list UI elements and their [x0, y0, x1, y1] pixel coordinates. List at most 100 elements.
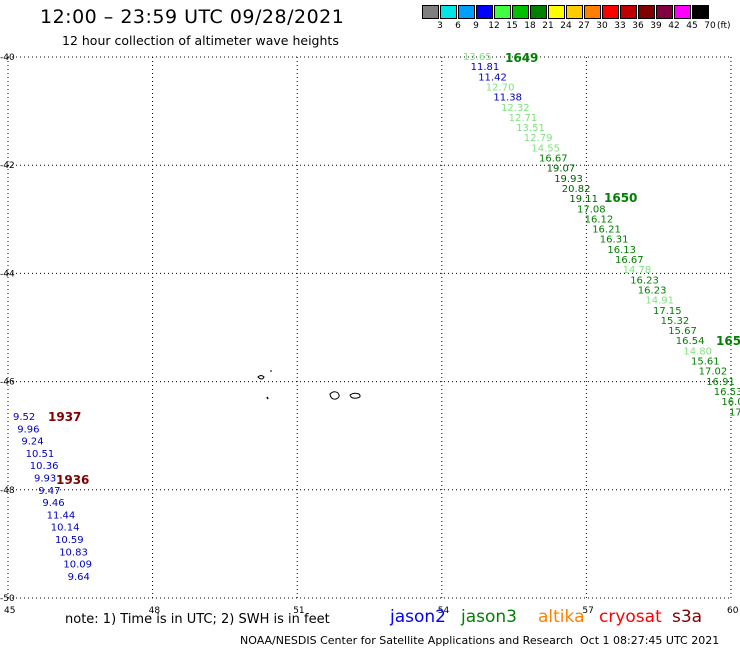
legend-label: 33 [614, 21, 626, 31]
pass-time-labels: 1937 1649 1936 1650 165 [48, 51, 740, 487]
y-tick-label: -46 [0, 378, 15, 388]
swh-value: 15.67 [668, 326, 697, 337]
island-outline [266, 396, 269, 400]
swh-value: 9.64 [68, 572, 90, 583]
swh-value: 19.07 [547, 164, 576, 175]
legend-label: 12 [488, 21, 500, 31]
legend-label: 6 [455, 21, 461, 31]
legend-label: 45 [686, 21, 698, 31]
swh-value: 9.46 [42, 498, 64, 509]
swh-value: 13.51 [516, 123, 545, 134]
legend-swatch [512, 5, 529, 19]
footer-note: note: 1) Time is in UTC; 2) SWH is in fe… [65, 612, 330, 627]
legend-swatch [530, 5, 547, 19]
pass-time-label: 1649 [505, 51, 538, 65]
swh-value: 11.42 [478, 72, 507, 83]
legend-label: 9 [473, 21, 479, 31]
swh-value: 17.15 [653, 306, 682, 317]
swh-value: 16.12 [585, 214, 614, 225]
axis-ticks: 45 48 51 54 57 60 -40 -42 -44 -46 -48 -50 [0, 53, 739, 616]
swh-value: 15.61 [691, 357, 720, 368]
x-tick-label: 45 [4, 606, 15, 616]
satellite-legend-jason2: jason2 [390, 607, 446, 627]
legend-label: 70 [704, 21, 716, 31]
swh-value: 20.82 [562, 184, 591, 195]
swh-value: 12.71 [509, 113, 538, 124]
legend-swatch [674, 5, 691, 19]
legend-label: 42 [668, 21, 680, 31]
legend-label: 24 [560, 21, 572, 31]
y-tick-label: -50 [0, 594, 15, 604]
swh-value: 10.51 [26, 449, 55, 460]
satellite-legend-jason3: jason3 [461, 607, 517, 627]
y-tick-label: -40 [0, 53, 15, 63]
y-tick-label: -44 [0, 269, 15, 279]
map-grid [7, 56, 732, 599]
legend-swatch [584, 5, 601, 19]
x-tick-label: 48 [149, 606, 161, 616]
swh-value: 17.08 [577, 204, 606, 215]
generated-timestamp: Oct 1 08:27:45 UTC 2021 [580, 634, 720, 647]
legend-swatch [494, 5, 511, 19]
swh-value: 17.25 [729, 407, 740, 418]
satellite-legend-cryosat: cryosat [599, 607, 662, 627]
x-tick-label: 57 [582, 606, 593, 616]
legend-unit: (ft) [717, 21, 731, 31]
legend-label: 39 [650, 21, 662, 31]
swh-value: 10.36 [30, 461, 59, 472]
swh-value: 9.93 [34, 474, 56, 485]
legend-swatch [548, 5, 565, 19]
legend-label: 30 [596, 21, 608, 31]
legend-label: 18 [524, 21, 536, 31]
legend-swatch [656, 5, 673, 19]
swh-value: 15.32 [661, 316, 690, 327]
swh-value: 10.09 [63, 560, 92, 571]
swh-value: 11.44 [47, 510, 76, 521]
legend-swatch [440, 5, 457, 19]
swh-value: 16.23 [630, 275, 659, 286]
swh-value: 16.67 [615, 255, 644, 266]
swh-value: 10.14 [51, 523, 80, 534]
swh-value: 19.11 [569, 194, 598, 205]
swh-value: 19.93 [554, 174, 583, 185]
legend-swatch [476, 5, 493, 19]
swh-value: 16.21 [592, 225, 621, 236]
legend-swatch [422, 5, 439, 19]
swh-value: 9.24 [21, 437, 43, 448]
legend-swatch [620, 5, 637, 19]
swh-value: 11.38 [493, 93, 522, 104]
legend-label: 15 [506, 21, 518, 31]
swh-value: 10.59 [55, 535, 84, 546]
swh-value: 9.52 [13, 412, 35, 423]
island-outline [329, 391, 340, 400]
swh-value: 17.02 [699, 367, 728, 378]
map-title: 12:00 – 23:59 UTC 09/28/2021 [40, 6, 345, 28]
pass-time-label: 1937 [48, 410, 81, 424]
legend-swatch [638, 5, 655, 19]
swh-value: 16.31 [600, 235, 629, 246]
x-tick-label: 51 [293, 606, 304, 616]
legend-label: 36 [632, 21, 644, 31]
swh-value: 14.91 [645, 296, 674, 307]
island-outlines [257, 370, 361, 400]
swh-value: 16.91 [706, 377, 735, 388]
swh-value: 11.81 [471, 62, 500, 73]
island-outline [257, 375, 265, 380]
swh-value: 14.55 [531, 143, 560, 154]
swh-value: 16.67 [539, 154, 568, 165]
y-tick-label: -42 [0, 161, 15, 171]
x-tick-label: 60 [727, 606, 739, 616]
swh-value: 14.78 [623, 265, 652, 276]
legend-swatch [692, 5, 709, 19]
map-subtitle: 12 hour collection of altimeter wave hei… [62, 33, 339, 48]
legend-label: 27 [578, 21, 590, 31]
legend-label: 21 [542, 21, 554, 31]
legend-label: 3 [437, 21, 443, 31]
swh-value: 9.47 [38, 486, 60, 497]
pass-time-label: 1650 [604, 191, 637, 205]
swh-value: 16.05 [721, 397, 740, 408]
swh-value: 10.83 [59, 547, 88, 558]
y-tick-label: -48 [0, 486, 15, 496]
